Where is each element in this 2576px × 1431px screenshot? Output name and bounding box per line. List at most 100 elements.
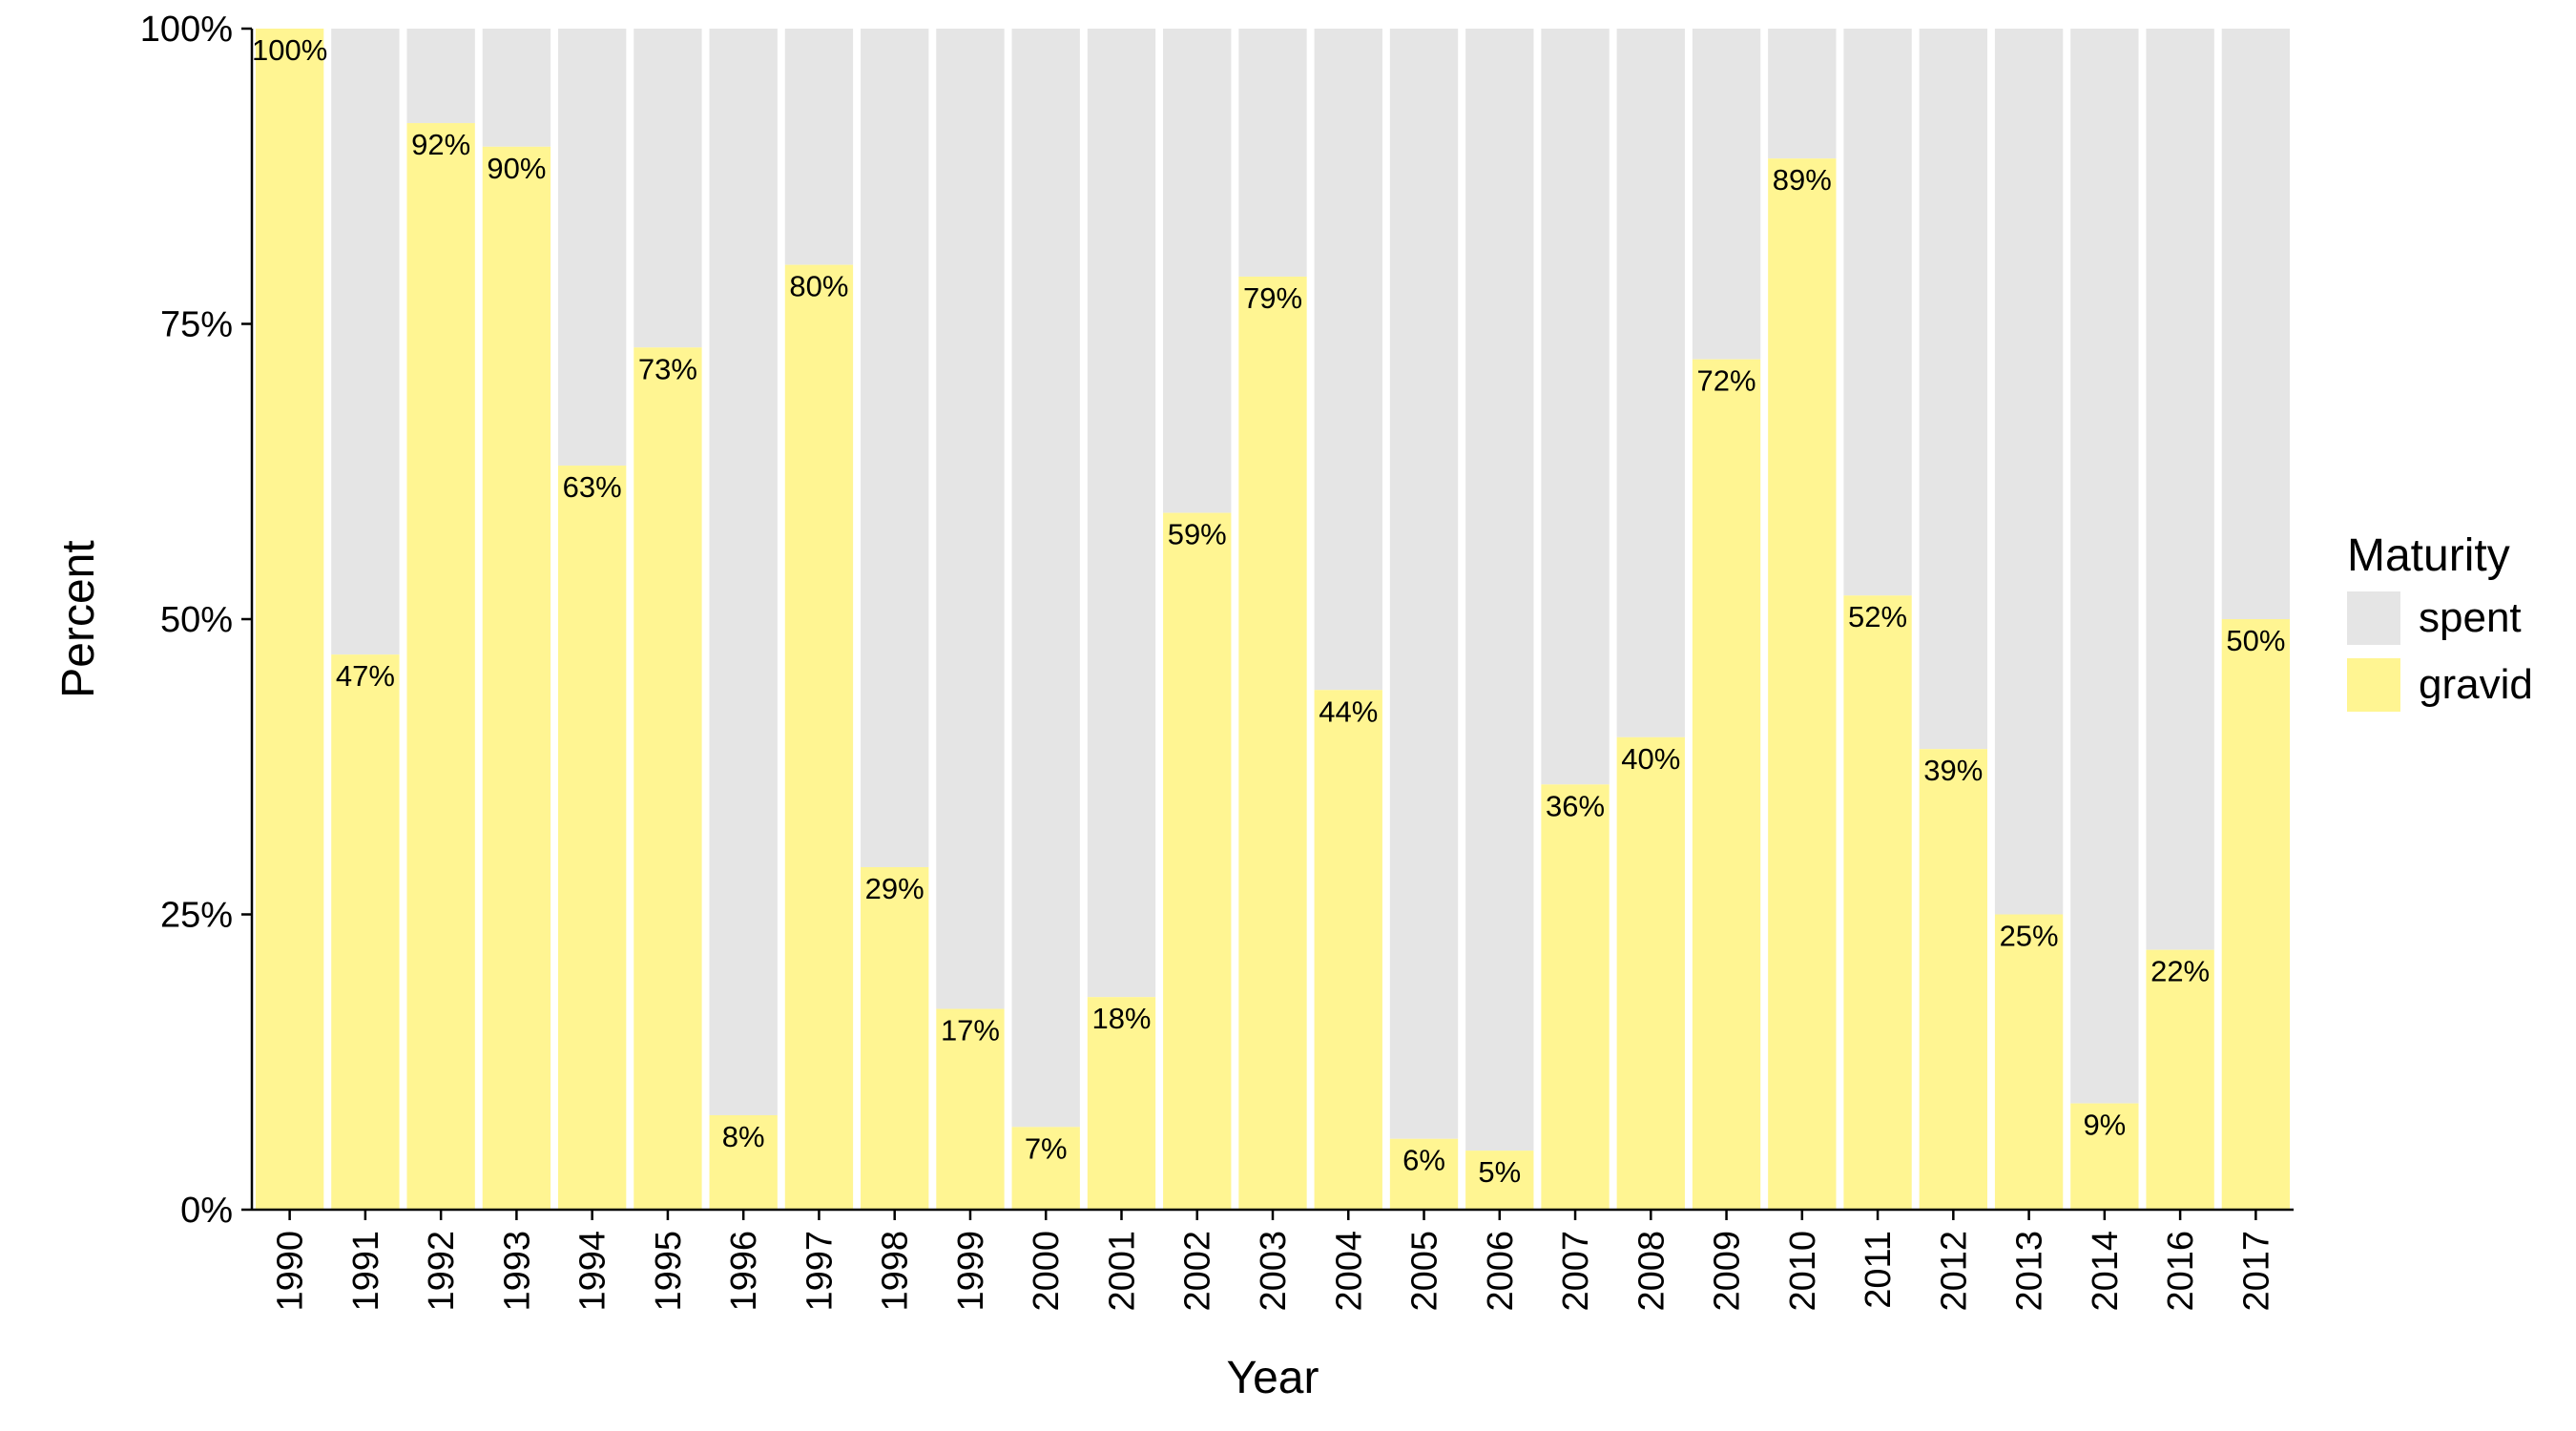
x-tick-label-2007: 2007 [1556, 1231, 1596, 1312]
bar-spent-2013 [1994, 29, 2064, 915]
y-tick-label-4: 100% [140, 10, 233, 50]
x-tick-label-1993: 1993 [497, 1231, 537, 1312]
legend: Maturity spent gravid [2347, 530, 2533, 712]
bar-spent-1993 [482, 29, 551, 147]
data-label-1992: 92% [411, 128, 470, 161]
x-tick-label-2016: 2016 [2161, 1231, 2201, 1312]
legend-key-gravid [2347, 658, 2400, 712]
data-label-1997: 80% [789, 270, 848, 303]
data-label-2002: 59% [1168, 518, 1227, 551]
bar-gravid-1998 [861, 866, 929, 1210]
y-tick-label-1: 25% [160, 896, 233, 936]
x-tick-label-1994: 1994 [573, 1231, 613, 1312]
bar-spent-1991 [331, 29, 400, 655]
bar-spent-2004 [1314, 29, 1382, 691]
data-label-2005: 6% [1402, 1144, 1445, 1177]
bars-layer [255, 29, 2291, 1211]
x-tick-label-1995: 1995 [649, 1231, 689, 1312]
x-tick-label-2000: 2000 [1027, 1231, 1067, 1312]
x-tick-label-2010: 2010 [1783, 1231, 1823, 1312]
bar-gravid-2014 [2070, 1103, 2139, 1210]
y-tick-label-2: 50% [160, 600, 233, 640]
data-label-1990: 100% [252, 33, 327, 67]
bar-gravid-2003 [1238, 276, 1307, 1211]
bar-gravid-1993 [482, 146, 551, 1210]
data-label-1999: 17% [941, 1014, 1000, 1047]
bar-spent-1994 [558, 29, 627, 467]
x-tick-label-2017: 2017 [2236, 1231, 2276, 1312]
bar-gravid-1997 [784, 264, 854, 1211]
bar-spent-2001 [1087, 29, 1156, 998]
data-label-2007: 36% [1546, 789, 1605, 822]
bar-gravid-1995 [634, 347, 702, 1210]
x-tick-label-1992: 1992 [422, 1231, 462, 1312]
bar-gravid-2016 [2146, 949, 2214, 1210]
bar-gravid-2011 [1843, 595, 1912, 1210]
bar-spent-1999 [936, 29, 1005, 1009]
bar-gravid-2000 [1011, 1127, 1080, 1210]
bar-gravid-1994 [558, 466, 627, 1210]
bar-gravid-2010 [1768, 158, 1837, 1211]
y-tick-label-0: 0% [180, 1191, 233, 1231]
data-label-2016: 22% [2150, 955, 2210, 988]
bar-gravid-1992 [406, 123, 475, 1210]
x-tick-label-2002: 2002 [1178, 1231, 1218, 1312]
bar-spent-2014 [2070, 29, 2139, 1104]
bar-gravid-2017 [2221, 619, 2291, 1210]
bar-spent-1996 [709, 29, 778, 1115]
legend-title: Maturity [2347, 530, 2510, 581]
x-axis-title: Year [1227, 1353, 1319, 1403]
bar-spent-1997 [784, 29, 854, 265]
bar-gravid-1991 [331, 654, 400, 1210]
x-tick-label-1990: 1990 [271, 1231, 311, 1312]
legend-items: spent gravid [2347, 591, 2533, 712]
bar-spent-2011 [1843, 29, 1912, 596]
x-tick-label-1999: 1999 [951, 1231, 991, 1312]
data-label-1991: 47% [336, 659, 395, 693]
data-label-1994: 63% [563, 470, 622, 504]
bar-gravid-2005 [1389, 1138, 1459, 1210]
bar-spent-2002 [1163, 29, 1232, 513]
legend-key-spent [2347, 591, 2400, 645]
data-label-1996: 8% [722, 1120, 765, 1153]
bar-spent-2006 [1465, 29, 1534, 1151]
y-axis-title: Percent [53, 540, 104, 697]
x-tick-label-1991: 1991 [346, 1231, 386, 1312]
bar-spent-1998 [861, 29, 929, 867]
bar-spent-2008 [1616, 29, 1685, 737]
data-label-2001: 18% [1091, 1002, 1151, 1035]
bar-gravid-1999 [936, 1008, 1005, 1210]
data-label-2017: 50% [2226, 624, 2285, 657]
bar-gravid-2002 [1163, 512, 1232, 1210]
x-tick-label-2006: 2006 [1481, 1231, 1521, 1312]
data-label-2013: 25% [2000, 920, 2059, 953]
data-label-2000: 7% [1025, 1131, 1068, 1165]
bar-gravid-2007 [1541, 784, 1610, 1210]
data-label-2008: 40% [1621, 742, 1680, 776]
bar-spent-2009 [1692, 29, 1761, 360]
data-label-1998: 29% [865, 872, 924, 905]
bar-gravid-2012 [1919, 749, 1987, 1210]
legend-label-spent: spent [2419, 594, 2522, 641]
bar-spent-2005 [1389, 29, 1459, 1139]
bar-spent-2007 [1541, 29, 1610, 785]
bar-spent-2012 [1919, 29, 1987, 750]
x-tick-label-1997: 1997 [800, 1231, 840, 1312]
x-tick-label-2014: 2014 [2086, 1231, 2126, 1312]
data-label-2009: 72% [1697, 364, 1756, 398]
data-label-1993: 90% [487, 152, 546, 185]
x-tick-label-2013: 2013 [2010, 1231, 2050, 1312]
data-labels-layer: 100% 47% 92% 90% 63% 73% 8% 80% 29% 17% 7% 18% 59% 79… [252, 33, 2285, 1189]
x-tick-label-2012: 2012 [1934, 1231, 1974, 1312]
x-tick-label-2001: 2001 [1102, 1231, 1142, 1312]
bar-spent-2003 [1238, 29, 1307, 277]
x-tick-label-2008: 2008 [1631, 1231, 1672, 1312]
bar-spent-2017 [2221, 29, 2291, 619]
data-label-2003: 79% [1243, 281, 1302, 315]
bar-gravid-1990 [255, 29, 324, 1210]
x-tick-label-2003: 2003 [1254, 1231, 1294, 1312]
bar-gravid-2009 [1692, 359, 1761, 1210]
axes-layer: 1990 1991 1992 1993 1994 1995 1996 1997 1998 1999… [140, 10, 2294, 1312]
data-label-1995: 73% [638, 352, 697, 385]
bar-gravid-1996 [709, 1114, 778, 1210]
